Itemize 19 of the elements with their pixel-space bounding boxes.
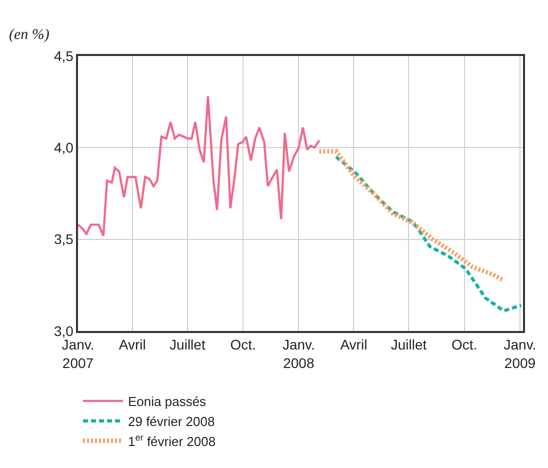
x-tick-label: Avril	[340, 336, 368, 353]
y-tick-label: 4,0	[54, 140, 74, 156]
x-tick-label: Juillet	[390, 336, 427, 353]
x-tick-label: Oct.	[230, 336, 256, 353]
y-tick-label: 3,0	[54, 322, 74, 339]
y-tick-label: 3,5	[54, 231, 74, 248]
y-tick-label: 4,5	[54, 48, 74, 64]
x-tick-label: Janv. 2009	[504, 336, 536, 371]
x-tick-label: Oct.	[452, 336, 478, 353]
x-tick-label: Janv. 2008	[282, 336, 315, 371]
y-axis-title: (en %)	[9, 27, 50, 43]
legend-label: 29 février 2008	[128, 414, 215, 429]
x-tick-label: Juillet	[170, 336, 206, 353]
legend-label: 1$^{er}$ février 2008	[128, 432, 216, 449]
x-tick-label: Janv. 2007	[62, 336, 94, 371]
legend-label: Eonia passés	[128, 394, 207, 410]
line-series	[334, 155, 523, 312]
x-tick-label: Avril	[118, 336, 146, 353]
line-series	[78, 95, 320, 237]
